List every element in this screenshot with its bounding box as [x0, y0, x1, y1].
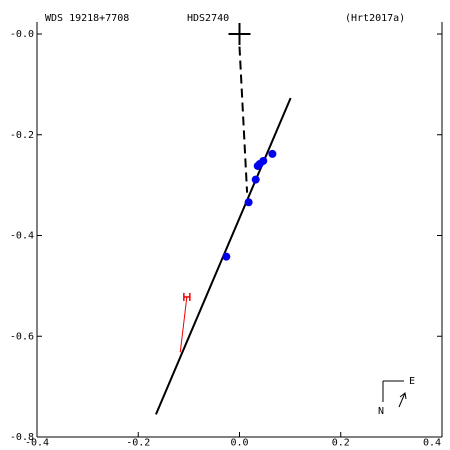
observation-point	[222, 252, 231, 261]
outlier-connector	[179, 296, 188, 353]
x-tick-label: -0.4	[25, 437, 49, 448]
observation-point	[268, 149, 277, 158]
observation-point	[253, 161, 262, 170]
plot-marks	[155, 23, 292, 415]
x-tick-label: -0.2	[126, 437, 150, 448]
x-tick-label: 0.4	[423, 437, 441, 448]
compass-rose: E N	[378, 376, 415, 417]
x-tick-labels: -0.4 -0.2 0.0 0.2 0.4	[25, 437, 441, 448]
y-tick-label: -0.8	[10, 432, 34, 443]
y-tick-label: -0.4	[10, 231, 34, 242]
header-ref: (Hrt2017a)	[345, 13, 405, 24]
header-wds: WDS 19218+7708	[45, 13, 129, 24]
header-hds: HDS2740	[187, 13, 229, 24]
compass-north-label: N	[378, 406, 384, 417]
compass-east-label: E	[409, 376, 415, 387]
observation-point	[251, 175, 260, 184]
outlier-h-marker	[183, 292, 191, 301]
y-tick-label: -0.2	[10, 130, 34, 141]
x-tick-label: 0.0	[230, 437, 248, 448]
observation-point	[244, 198, 253, 207]
tick-marks	[36, 33, 443, 438]
y-tick-label: -0.0	[10, 29, 34, 40]
observation-points	[222, 149, 277, 261]
x-tick-label: 0.2	[332, 437, 350, 448]
compass-motion-arrow	[398, 392, 406, 408]
separation-line	[238, 46, 249, 193]
compass-arrow-head	[399, 392, 407, 400]
plot-axes	[36, 22, 443, 438]
y-tick-label: -0.6	[10, 331, 34, 342]
y-tick-labels: -0.0 -0.2 -0.4 -0.6 -0.8	[10, 29, 34, 443]
primary-star-cross	[228, 23, 251, 45]
